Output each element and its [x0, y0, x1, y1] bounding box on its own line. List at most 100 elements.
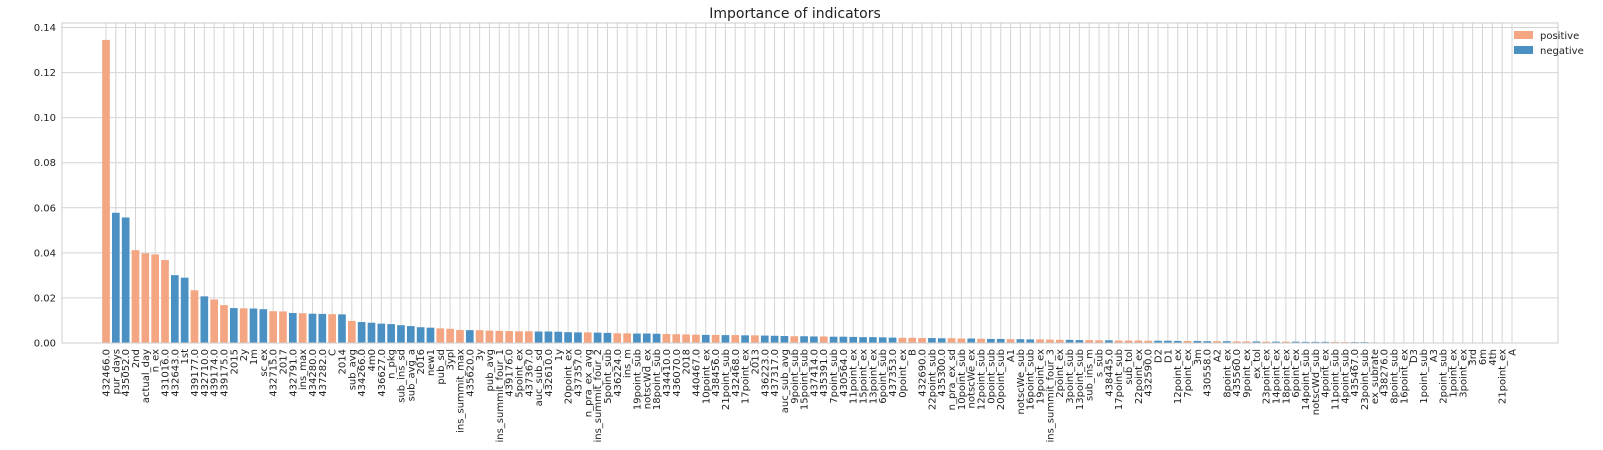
x-tick-label: 9point_ex	[1242, 349, 1253, 398]
x-tick-label: 11point_ex	[849, 349, 860, 404]
bar-positive	[495, 330, 504, 343]
bar-negative	[593, 332, 602, 343]
x-tick-label: 21point_ex	[1498, 349, 1509, 404]
bar-positive	[475, 330, 484, 343]
bar-negative	[544, 331, 553, 343]
bar-negative	[741, 335, 749, 343]
x-tick-label: 10point_ex	[701, 349, 712, 404]
x-tick-label: 3point_ex	[1458, 349, 1469, 398]
x-axis-ticks: 432466.0pur_days435052.02ndactual_dayn_e…	[102, 349, 1519, 443]
bar-positive	[751, 335, 759, 343]
bar-positive	[524, 331, 533, 343]
bar-positive	[1331, 341, 1339, 343]
x-tick-label: 431016.0	[160, 349, 171, 397]
x-tick-label: sub_avg	[347, 349, 358, 390]
x-tick-label: 10point_sub	[957, 349, 968, 410]
bar-negative	[721, 335, 730, 343]
bar-negative	[1252, 341, 1261, 343]
bar-positive	[682, 334, 690, 343]
x-tick-label: 435052.0	[121, 349, 132, 397]
bar-positive	[918, 338, 926, 343]
x-tick-label: 18point_sub	[652, 349, 663, 410]
bar-positive	[279, 311, 287, 343]
bar-positive	[161, 260, 169, 343]
x-tick-label: 15point_ex	[859, 349, 870, 404]
x-tick-label: 434266.0	[357, 349, 368, 397]
bar-negative	[180, 277, 189, 343]
bar-negative	[1272, 341, 1280, 343]
grid-layer	[62, 23, 1558, 344]
bar-negative	[760, 335, 769, 343]
x-tick-label: 435300.0	[937, 349, 948, 397]
x-tick-label: 17point_sub	[1114, 349, 1125, 410]
bar-positive	[298, 313, 307, 343]
bar-positive	[151, 254, 159, 343]
x-tick-label: 435467.0	[1350, 349, 1361, 397]
x-tick-label: 432468.0	[731, 349, 742, 397]
bar-negative	[869, 337, 877, 343]
bar-negative	[259, 309, 268, 343]
x-tick-label: 437317.0	[770, 349, 781, 397]
x-tick-label: pub_sd	[436, 349, 447, 385]
bar-negative	[928, 338, 936, 343]
x-tick-label: 437357.0	[573, 349, 584, 397]
x-tick-label: 432690.0	[918, 349, 929, 397]
x-tick-label: 1point_ex	[1449, 349, 1460, 398]
legend-label-negative: negative	[1540, 46, 1584, 57]
x-tick-label: 8point_sub	[1390, 349, 1401, 404]
bar-positive	[583, 332, 592, 343]
x-tick-label: 439175.0	[219, 349, 230, 397]
x-tick-label: A	[1508, 349, 1519, 356]
bar-negative	[554, 331, 563, 343]
bar-negative	[170, 275, 179, 343]
x-tick-label: 437414.0	[809, 349, 820, 397]
y-tick-label: 0.14	[34, 23, 56, 34]
x-tick-label: 439174.0	[210, 349, 221, 397]
bar-layer	[102, 39, 1438, 344]
x-tick-label: 437353.0	[888, 349, 899, 397]
bar-positive	[456, 329, 464, 343]
x-tick-label: ex_subrate	[1370, 349, 1381, 404]
x-tick-label: sub_avg_a	[406, 349, 417, 401]
bar-negative	[1065, 339, 1074, 343]
bar-negative	[633, 333, 641, 343]
x-tick-label: 434410.0	[662, 349, 673, 397]
x-tick-label: 432791.0	[288, 349, 299, 397]
x-tick-label: 2point_ex	[1055, 349, 1066, 398]
x-tick-label: 0point_ex	[898, 349, 909, 398]
x-tick-label: 13point_ex	[868, 349, 879, 404]
x-tick-label: 19point_sub	[632, 349, 643, 410]
bar-negative	[229, 308, 238, 343]
x-tick-label: 15point_sub	[800, 349, 811, 410]
x-tick-label: 434280.0	[308, 349, 319, 397]
x-tick-label: 7point_ex	[1183, 349, 1194, 398]
x-tick-label: 9point_sub	[790, 349, 801, 404]
y-tick-label: 0.04	[34, 248, 56, 259]
bar-negative	[357, 322, 366, 343]
bar-negative	[1291, 341, 1300, 343]
bar-positive	[1134, 340, 1143, 343]
x-tick-label: 14point_ex	[1272, 349, 1283, 404]
bar-negative	[701, 334, 710, 343]
x-tick-label: notscWe_sub	[1016, 349, 1027, 414]
bar-negative	[534, 331, 543, 343]
x-tick-label: n_pra_ex_avg	[583, 349, 594, 417]
bar-positive	[505, 331, 513, 343]
x-tick-label: 19point_ex	[1036, 349, 1047, 404]
bar-positive	[485, 330, 494, 343]
x-tick-label: A1	[1006, 349, 1017, 362]
bar-positive	[662, 333, 671, 343]
x-tick-label: A3	[1429, 349, 1440, 362]
bar-positive	[898, 337, 907, 343]
bar-positive	[711, 334, 720, 343]
x-tick-label: ins_summit_four_3	[1045, 349, 1056, 443]
legend-label-positive: positive	[1540, 31, 1579, 42]
x-tick-label: 2nd	[131, 349, 142, 368]
x-tick-label: sub_tol	[1124, 349, 1135, 385]
bar-positive	[239, 308, 248, 343]
bar-negative	[859, 337, 867, 343]
bar-negative	[967, 338, 976, 343]
x-tick-label: s_sub	[1095, 349, 1106, 377]
bar-negative	[111, 212, 120, 343]
bar-positive	[1262, 341, 1271, 343]
